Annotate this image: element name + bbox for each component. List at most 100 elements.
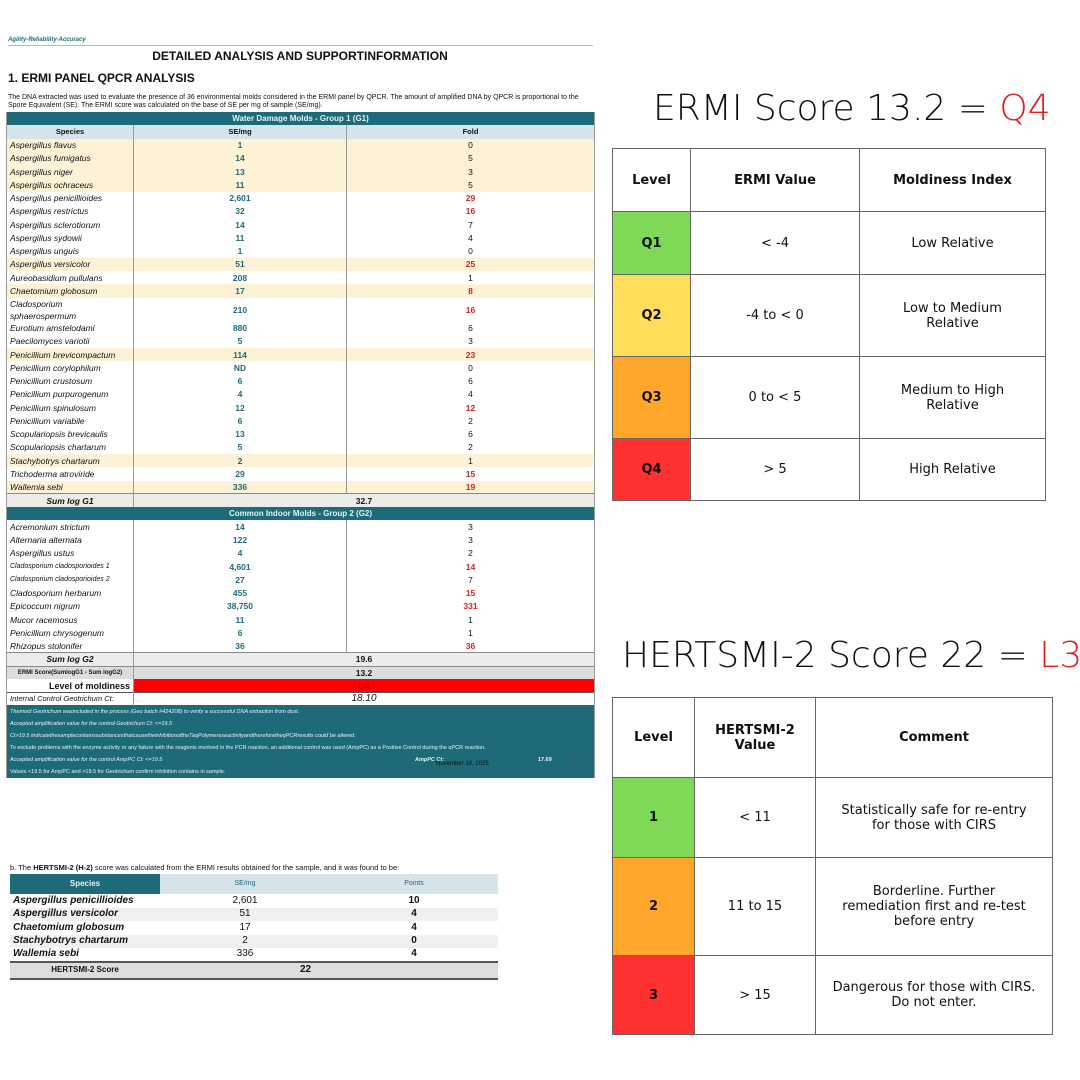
hertsmi-level-row: 1 < 11 Statistically safe for re-entry for… (612, 777, 1053, 858)
ermi-results-table: Water Damage Molds - Group 1 (G1) Species… (6, 112, 595, 779)
fold-value: 2 (346, 546, 595, 560)
fold-value: 3 (346, 520, 595, 534)
species-name: Alternaria alternata (6, 533, 134, 547)
ermi-score-label: ERMI Score(SumlogG1 - Sum logG2) (6, 665, 134, 680)
note-line: Values <19.5 for AmpPC and >19.5 for Geo… (10, 766, 591, 778)
index-cell: Low Relative (859, 211, 1046, 275)
table-row: Stachybotrys chartarum 2 1 (6, 454, 595, 468)
column-header: Level (612, 148, 691, 212)
species-name: Penicillium spinulosum (6, 401, 134, 415)
table-row: Aspergillus sydowii 11 4 (6, 231, 595, 245)
se-value: 29 (133, 467, 347, 481)
report-date: November 19, 2025 (436, 761, 489, 767)
note-text: Themoid Geotrichum wasincluded in the pr… (10, 709, 300, 716)
table-row: Wallemia sebi 336 19 (6, 480, 595, 494)
se-value: 336 (236, 948, 254, 960)
table-row: Aspergillus ochraceus 11 5 (6, 178, 595, 192)
column-headers: Species SE/mg Fold (6, 125, 595, 139)
table-row: Scopulariopsis brevicaulis 13 6 (6, 427, 595, 441)
se-value: 455 (133, 586, 347, 600)
table-row: Penicillium brevicompactum 114 23 (6, 348, 595, 362)
ermi-heading-text: ERMI Score 13.2 = (653, 88, 1000, 129)
species-name: Aspergillus penicillioides (13, 894, 134, 906)
species-name: Penicillium purpurogenum (6, 387, 134, 401)
fold-value: 3 (346, 165, 595, 179)
column-header: Comment (815, 697, 1053, 778)
note-text: To exclude problems with the enzyme acti… (10, 745, 486, 752)
se-value: ND (133, 361, 347, 375)
fold-value: 16 (346, 297, 595, 322)
fold-value: 2 (346, 440, 595, 454)
species-name: Aureobasidium pullulans (6, 271, 134, 285)
species-name: Chaetomium globosum (13, 921, 125, 933)
sum-label: Sum log G2 (6, 652, 134, 666)
hertsmi-intro: b. The HERTSMI-2 (H-2) score was calcula… (10, 863, 399, 872)
species-name: Acremonium strictum (6, 520, 134, 534)
se-value: 36 (133, 639, 347, 653)
table-row: Chaetomium globosum 17 8 (6, 284, 595, 298)
species-name: Aspergillus penicillioides (6, 191, 134, 205)
table-row: Scopulariopsis chartarum 5 2 (6, 440, 595, 454)
note-line: Accepted amplification value for the con… (10, 754, 591, 766)
species-name: Cladosporium cladosporioides 2 (6, 573, 134, 587)
se-value: 5 (133, 334, 347, 348)
species-name: Aspergillus flavus (6, 138, 134, 152)
ermi-score-value: 13.2 (133, 665, 595, 680)
table-row: Aspergillus ustus 4 2 (6, 546, 595, 560)
moldiness-value: Q4 (133, 679, 595, 693)
table-row: Aspergillus unguis 1 0 (6, 244, 595, 258)
species-name: Cladosporium cladosporioides 1 (6, 560, 134, 574)
fold-value: 19 (346, 480, 595, 494)
hertsmi-level-table: Level HERTSMI-2 Value Comment 1 < 11 Statisti… (612, 697, 1053, 1035)
se-value: 4 (133, 546, 347, 560)
fold-value: 36 (346, 639, 595, 653)
se-value: 2,601 (232, 894, 258, 906)
value-cell: 11 to 15 (694, 857, 816, 956)
comment-cell: Borderline. Further remediation first an… (815, 857, 1053, 956)
se-value: 1 (133, 138, 347, 152)
table-row: Cladosporium cladosporioides 1 4,601 14 (6, 560, 595, 574)
table-row: Stachybotrys chartarum 2 0 (10, 934, 498, 948)
sum-g2-row: Sum log G2 19.6 (6, 652, 595, 666)
column-header: Points (330, 874, 498, 894)
species-name: Aspergillus sclerotiorum (6, 218, 134, 232)
fold-value: 7 (346, 573, 595, 587)
fold-value: 8 (346, 284, 595, 298)
species-name: Scopulariopsis brevicaulis (6, 427, 134, 441)
value-cell: > 15 (694, 955, 816, 1035)
level-cell: Q1 (612, 211, 691, 275)
table-row: Aspergillus versicolor 51 4 (10, 907, 498, 921)
table-row: Cladosporium sphaerospermum 210 16 (6, 297, 595, 322)
species-name: Rhizopus stolonifer (6, 639, 134, 653)
table-row: Penicillium variabile 6 2 (6, 414, 595, 428)
species-name: Wallemia sebi (13, 948, 79, 960)
fold-value: 6 (346, 427, 595, 441)
note-text: Accepted amplification value for the con… (10, 757, 163, 764)
amppc-label: AmpPC Ct: (415, 757, 445, 764)
note-text: Ct>19.5 indicatethesamplecontainssubstan… (10, 733, 356, 740)
ermi-level-row: Q2 -4 to < 0 Low to Medium Relative (612, 274, 1046, 357)
divider (8, 45, 593, 46)
table-row: Alternaria alternata 122 3 (6, 533, 595, 547)
se-value: 208 (133, 271, 347, 285)
ermi-level-table: Level ERMI Value Moldiness Index Q1 < -4 Low … (612, 148, 1046, 501)
group-title: Common Indoor Molds - Group 2 (G2) (6, 507, 595, 521)
fold-value: 3 (346, 533, 595, 547)
fold-value: 1 (346, 454, 595, 468)
se-value: 14 (133, 520, 347, 534)
se-value: 880 (133, 321, 347, 335)
fold-value: 4 (346, 387, 595, 401)
se-value: 51 (133, 257, 347, 271)
se-value: 17 (133, 284, 347, 298)
amppc-value: 17.69 (538, 757, 552, 764)
note-text: Accepted amplification value for the con… (10, 721, 173, 728)
table-row: Aspergillus restrictus 32 16 (6, 204, 595, 218)
table-row: Penicillium crustosum 6 6 (6, 374, 595, 388)
se-value: 13 (133, 427, 347, 441)
column-header: Species (10, 874, 160, 894)
table-row: Mucor racemosus 11 1 (6, 613, 595, 627)
table-row: Aspergillus sclerotiorum 14 7 (6, 218, 595, 232)
hertsmi-heading-text: HERTSMI-2 Score 22 = (622, 635, 1040, 676)
se-value: 336 (133, 480, 347, 494)
se-value: 6 (133, 414, 347, 428)
